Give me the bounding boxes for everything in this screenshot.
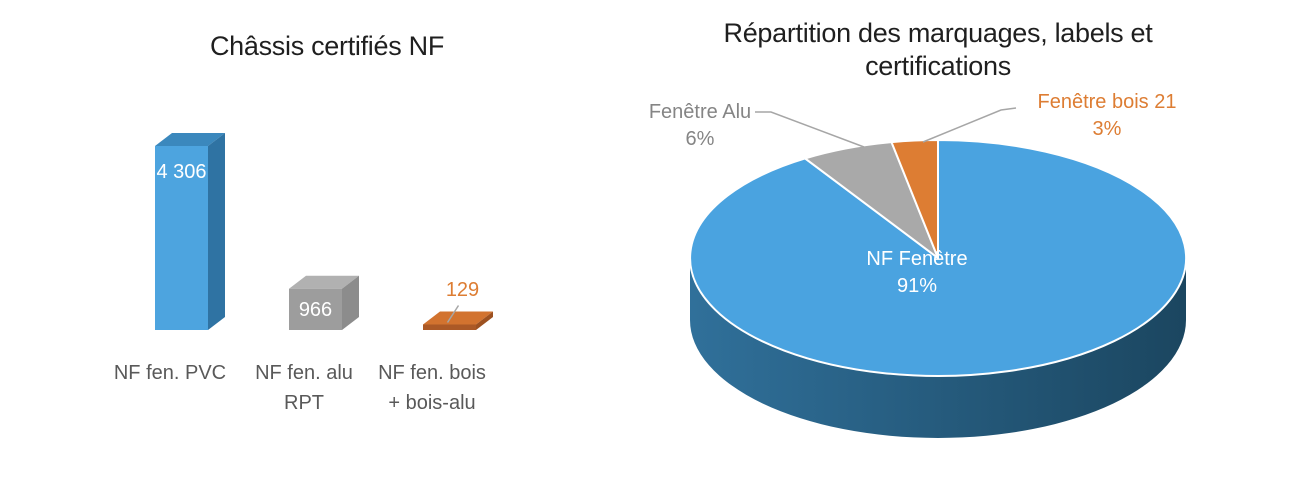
bar-top-face [289,275,359,289]
category-label-line: NF fen. PVC [113,362,227,384]
bar-front-face [289,288,342,330]
category-label: NF fen. alu RPT [224,358,384,418]
pie-slice-label-fenetre-alu: Fenêtre Alu 6% [620,99,780,153]
pie-slice-label-pct: 91% [896,275,938,297]
bar-side-face [476,311,493,330]
bar-value-label: 4 306 [156,161,207,183]
pie-chart-title-line: Répartition des marquages, labels et [723,18,1153,48]
pie-slice-label-pct: 3% [1092,118,1122,140]
category-label-line: NF fen. bois [378,362,486,384]
category-label: NF fen. PVC [90,358,250,388]
pie-slice-label-name: NF Fenêtre [866,248,968,270]
pie-slice-label-name: Fenêtre bois 21 [1037,91,1177,113]
bar-value-label: 966 [298,298,333,321]
bar-side-face [342,275,359,330]
bar-top-face [423,311,493,325]
pie-slice-label-fenetre-bois: Fenêtre bois 21 3% [1007,89,1207,143]
pie-side-wall [690,258,1186,438]
pie-chart-title-line: certifications [865,51,1011,81]
category-label-line: RPT [284,392,324,414]
pie-slice-label-pct: 6% [685,128,715,150]
pie-slice-label-name: Fenêtre Alu [648,101,752,123]
bar-chart-title: Châssis certifiés NF [209,31,445,61]
bar-front-face [423,324,476,330]
pie-chart-title: Répartition des marquages, labels et cer… [708,17,1168,83]
bar-leader-line [446,305,460,323]
pie-leader-line-bois [922,107,1017,143]
category-label-line: NF fen. alu [255,362,353,384]
category-label: NF fen. bois + bois-alu [352,358,512,418]
category-label-line: + bois-alu [388,392,476,414]
pie-slice [890,139,939,259]
bar-value-label: 129 [445,279,480,302]
pie-slice-label-nf-fenetre: NF Fenêtre 91% [827,246,1007,300]
pie-leader-line-alu [755,111,865,148]
bar-top-face [155,133,225,146]
bar-front-face [155,146,208,330]
bar-side-face [208,133,225,330]
